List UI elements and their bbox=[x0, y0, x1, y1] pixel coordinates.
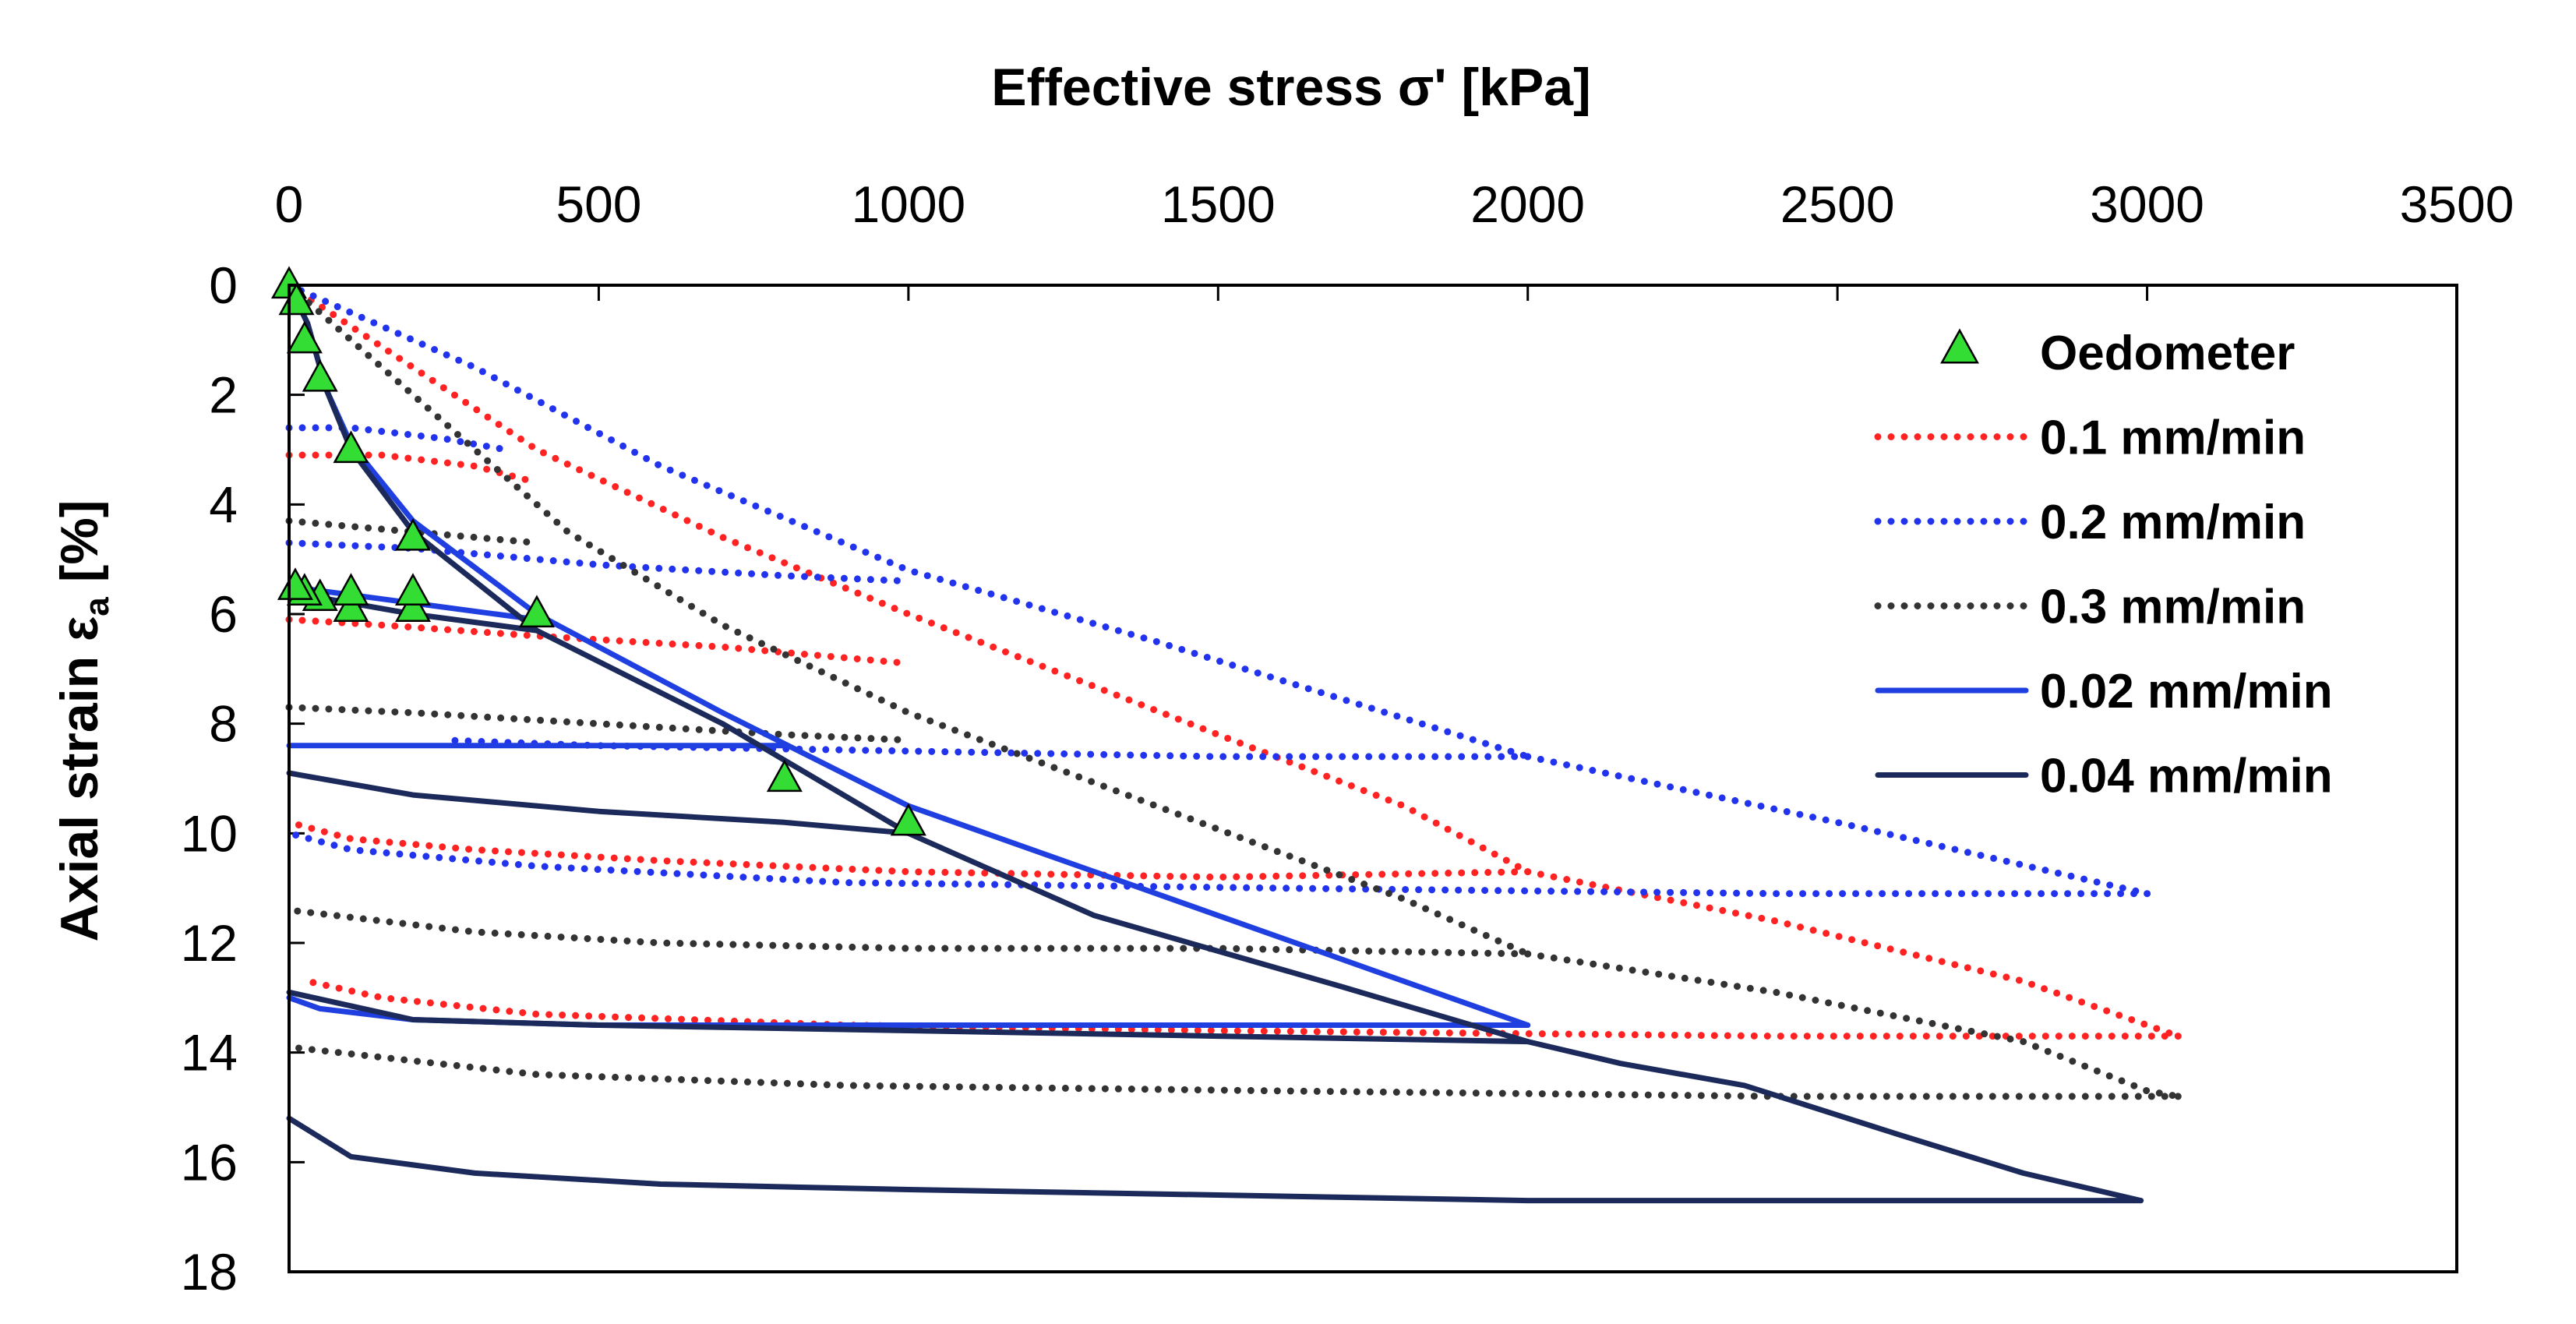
series-line-0-2-mm-min bbox=[440, 736, 1532, 761]
series-line-0-04-mm-min bbox=[1525, 1039, 2144, 1204]
x-axis-title: Effective stress σ' [kPa] bbox=[991, 58, 1590, 117]
series-line-0-2-mm-min bbox=[285, 281, 1532, 761]
series-line-0-2-mm-min bbox=[1524, 753, 2151, 898]
y-tick-label: 0 bbox=[209, 256, 238, 314]
y-tick-label: 10 bbox=[181, 804, 238, 862]
y-tick-label: 18 bbox=[181, 1243, 238, 1301]
legend-swatch-oedometer bbox=[1940, 328, 1979, 364]
series-line-0-2-mm-min bbox=[285, 424, 510, 454]
legend-label-0-1-mm-min: 0.1 mm/min bbox=[2040, 411, 2306, 465]
y-tick-label: 4 bbox=[209, 475, 238, 533]
marker-layer bbox=[270, 266, 926, 836]
series-line-0-3-mm-min bbox=[1524, 950, 2182, 1100]
y-axis-title-subscript: a bbox=[78, 597, 116, 616]
x-tick-label: 0 bbox=[275, 175, 304, 233]
y-tick-label: 16 bbox=[181, 1133, 238, 1191]
series-line-0-1-mm-min bbox=[1524, 868, 2182, 1040]
series-line-0-1-mm-min bbox=[285, 818, 1532, 881]
series-line-0-04-mm-min bbox=[286, 770, 912, 836]
oedometer-marker bbox=[333, 573, 369, 606]
oedometer-marker bbox=[394, 517, 431, 551]
series-layer bbox=[285, 281, 2182, 1204]
legend-label-0-02-mm-min: 0.02 mm/min bbox=[2040, 665, 2333, 718]
legend-label-0-04-mm-min: 0.04 mm/min bbox=[2040, 750, 2333, 803]
series-line-0-04-mm-min bbox=[286, 1115, 2144, 1204]
y-axis-title-main: Axial strain ε bbox=[50, 616, 109, 942]
oedometer-marker bbox=[333, 589, 369, 623]
series-line-0-3-mm-min bbox=[285, 704, 912, 744]
oedometer-marker bbox=[286, 320, 323, 354]
y-tick-label: 8 bbox=[209, 695, 238, 753]
series-line-0-1-mm-min bbox=[304, 977, 2182, 1040]
x-tick-label: 500 bbox=[556, 175, 641, 233]
y-tick-label: 12 bbox=[181, 914, 238, 972]
oedometer-marker bbox=[766, 759, 803, 793]
plot-frame bbox=[288, 284, 2458, 1273]
series-line-0-04-mm-min bbox=[286, 989, 1531, 1045]
oedometer-marker bbox=[277, 567, 313, 600]
series-line-0-3-mm-min bbox=[285, 1043, 2182, 1100]
series-line-0-04-mm-min bbox=[286, 282, 1531, 1045]
oedometer-marker bbox=[890, 803, 926, 836]
series-line-0-1-mm-min bbox=[285, 281, 1532, 876]
x-tick-label: 1000 bbox=[851, 175, 965, 233]
legend: Oedometer 0.1 mm/min 0.2 mm/min 0.3 mm/min 0… bbox=[1874, 327, 2333, 803]
legend-label-0-3-mm-min: 0.3 mm/min bbox=[2040, 581, 2306, 634]
y-tick-label: 6 bbox=[209, 585, 238, 643]
series-line-0-2-mm-min bbox=[285, 539, 912, 585]
oedometer-marker bbox=[302, 358, 338, 392]
series-line-0-2-mm-min bbox=[285, 829, 2151, 898]
x-tick-label: 2500 bbox=[1780, 175, 1895, 233]
tick-layer: 0 500 1000 1500 2000 2500 3000 3500 0 2 4 6 8 10 12 14 1… bbox=[181, 175, 2514, 1301]
oedometer-marker bbox=[394, 589, 431, 623]
series-line-0-02-mm-min bbox=[286, 282, 1531, 1028]
legend-label-oedometer: Oedometer bbox=[2040, 327, 2295, 380]
legend-label-0-2-mm-min: 0.2 mm/min bbox=[2040, 496, 2306, 549]
x-tick-label: 3500 bbox=[2400, 175, 2514, 233]
oedometer-marker bbox=[333, 430, 369, 464]
x-tick-label: 3000 bbox=[2090, 175, 2204, 233]
y-tick-label: 2 bbox=[209, 366, 238, 424]
series-line-0-3-mm-min bbox=[285, 906, 1532, 958]
x-tick-label: 1500 bbox=[1161, 175, 1276, 233]
x-tick-label: 2000 bbox=[1470, 175, 1585, 233]
y-tick-label: 14 bbox=[181, 1024, 238, 1082]
series-line-0-1-mm-min bbox=[285, 616, 912, 667]
series-line-0-3-mm-min bbox=[285, 281, 1532, 958]
oedometer-marker bbox=[518, 595, 555, 628]
y-axis-title-unit: [%] bbox=[50, 500, 109, 598]
y-axis-title: Axial strain εa [%] bbox=[50, 500, 116, 942]
oedometer-marker bbox=[394, 573, 431, 606]
